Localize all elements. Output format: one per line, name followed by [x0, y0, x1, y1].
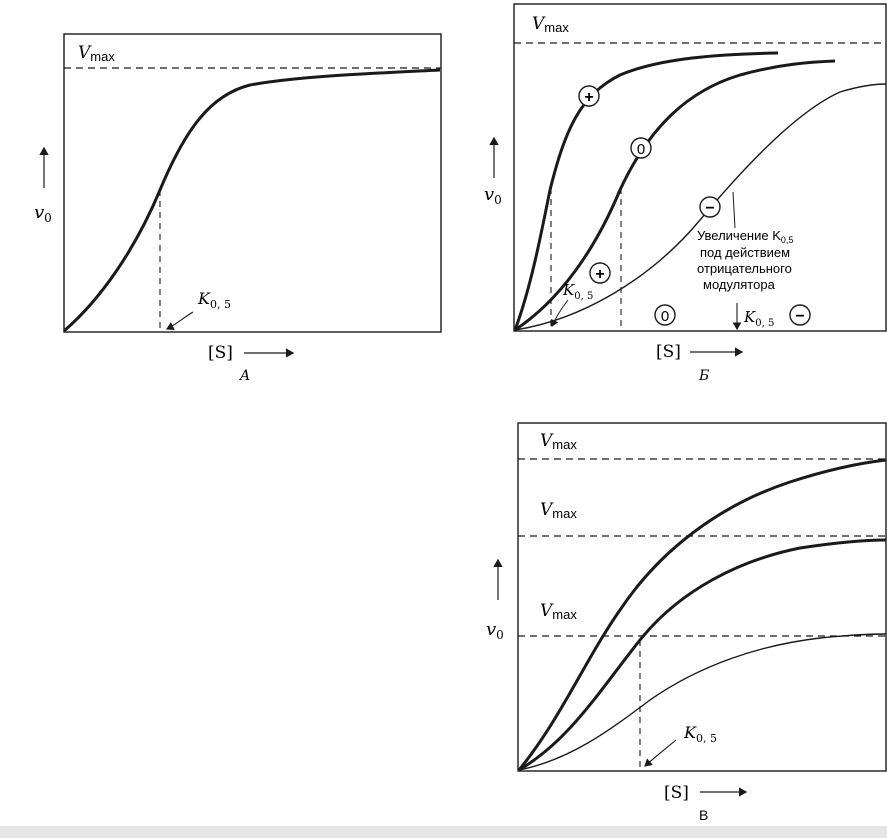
panel-b-minus-circle-upper [699, 196, 721, 218]
panel-b-annotation-leader [732, 191, 736, 229]
panel-c: Vmax Vmax Vmax K0, 5 v0 [S] В [486, 422, 887, 823]
panel-b-plus-mark-upper: + [584, 89, 593, 106]
bottom-edge-strip [0, 826, 887, 838]
panel-b-annotation: Увеличение K0,5 под действием отрицатель… [697, 228, 797, 292]
panel-c-k-label: K0, 5 [683, 723, 717, 745]
panel-c-k-arrow [644, 739, 677, 767]
panel-c-vmax-low-label: Vmax [540, 601, 577, 622]
panel-b-native-curve [514, 59, 836, 332]
panel-b-vmax-label: Vmax [532, 14, 569, 35]
panel-b-minus-mark-upper: − [705, 200, 714, 217]
panel-b-plus-circle-lower [589, 262, 611, 284]
panel-c-upper-curve [517, 458, 887, 771]
panel-b-k-left-arrow [551, 299, 569, 327]
panel-b-zero-mark-lower: 0 [661, 308, 669, 325]
panel-c-lower-curve [518, 633, 887, 771]
panel-b-activator-curve [513, 51, 779, 331]
panel-c-vmax-mid-label: Vmax [540, 500, 577, 521]
panel-c-caption: В [699, 807, 708, 823]
panel-c-frame [517, 422, 887, 772]
panel-b-caption: Б [698, 368, 709, 384]
panel-b-y-label: v0 [484, 184, 502, 207]
panel-a-k-label: K0, 5 [197, 289, 231, 311]
panel-a-x-label: [S] [208, 343, 233, 363]
panel-a-vmax-label: Vmax [78, 43, 115, 64]
panel-b: Vmax + 0 − + 0 − K0, 5 K0, 5 Увеличение … [484, 3, 887, 384]
panel-b-inhibitor-curve [514, 83, 887, 331]
panel-b-frame [513, 3, 887, 332]
panel-a-k-arrow [166, 311, 194, 330]
panel-b-plus-mark-lower: + [595, 266, 604, 283]
panel-b-x-label: [S] [656, 342, 681, 362]
panel-b-zero-mark-upper: 0 [637, 141, 645, 158]
panel-a-caption: A [238, 368, 250, 384]
panel-c-y-label: v0 [486, 619, 504, 642]
panel-a-frame [63, 33, 442, 333]
panel-b-k-right-label: K0, 5 [743, 308, 774, 329]
panel-a-y-label: v0 [34, 202, 52, 225]
panel-b-zero-circle-lower [654, 304, 676, 326]
panel-b-minus-mark-lower: − [795, 308, 804, 325]
panel-c-middle-curve [518, 538, 887, 772]
panel-c-x-label: [S] [664, 783, 689, 803]
panel-a-sigmoid-curve [63, 68, 441, 333]
panel-b-plus-circle-upper [578, 85, 600, 107]
panel-b-minus-circle-lower [789, 304, 811, 326]
panel-c-vmax-top-label: Vmax [540, 431, 577, 452]
panel-a: Vmax K0, 5 v0 [S] A [34, 33, 442, 384]
panel-b-zero-circle-upper [630, 137, 652, 159]
panel-b-k-left-label: K0, 5 [562, 281, 593, 302]
